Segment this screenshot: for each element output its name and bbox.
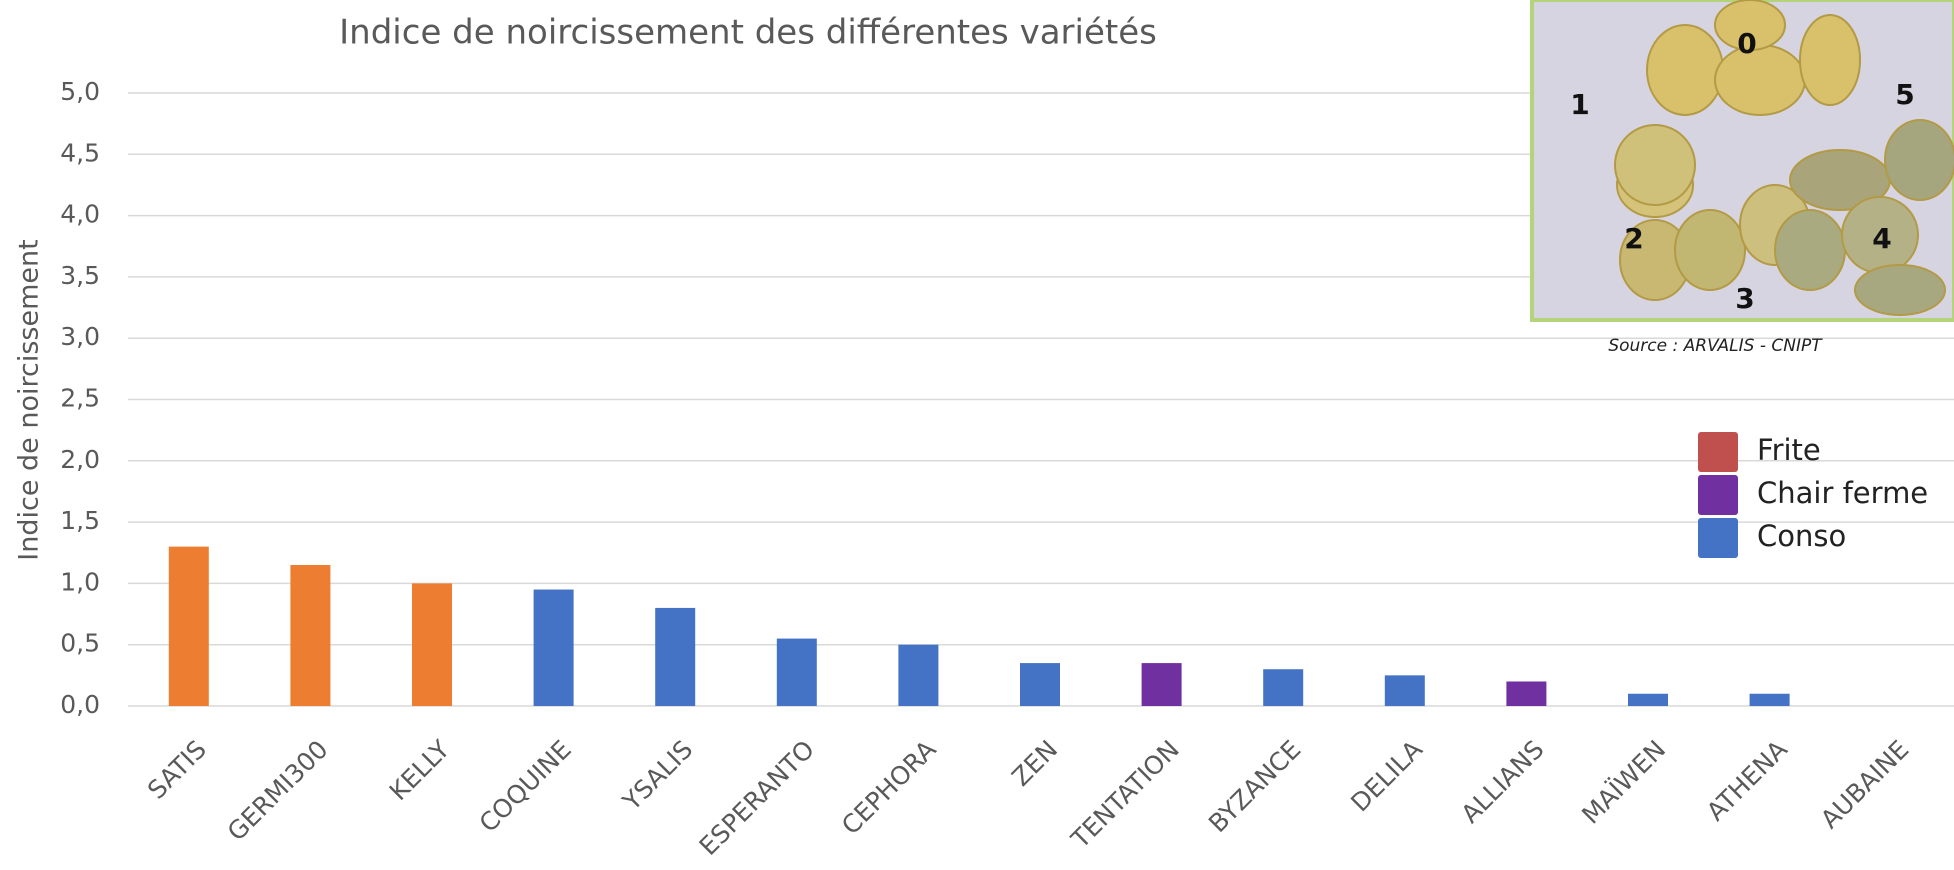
- legend-label: Chair ferme: [1757, 476, 1928, 510]
- x-tick-label: AUBAINE: [1815, 735, 1914, 834]
- x-tick-label: ALLIANS: [1456, 735, 1550, 829]
- x-tick-label: ESPERANTO: [694, 735, 820, 861]
- chart: Indice de noircissement des différentes …: [0, 0, 1954, 870]
- bar: [1385, 675, 1425, 706]
- y-tick-label: 5,0: [60, 77, 100, 106]
- photo-label: 0: [1737, 27, 1756, 60]
- bar: [1142, 663, 1182, 706]
- y-tick-label: 2,0: [60, 445, 100, 474]
- y-tick-label: 4,0: [60, 200, 100, 229]
- legend-swatch: [1698, 432, 1738, 472]
- bar: [290, 565, 330, 706]
- bar: [898, 645, 938, 706]
- y-tick-label: 0,0: [60, 690, 100, 719]
- bar: [1750, 694, 1790, 706]
- bar: [777, 639, 817, 706]
- x-tick-label: GERMI300: [222, 735, 334, 847]
- legend-label: Conso: [1757, 519, 1846, 553]
- x-tick-label: SATIS: [142, 735, 212, 805]
- bar: [1506, 681, 1546, 706]
- y-tick-label: 0,5: [60, 629, 100, 658]
- chart-title: Indice de noircissement des différentes …: [339, 13, 1157, 53]
- photo-label: 3: [1735, 282, 1754, 315]
- bar: [1263, 669, 1303, 706]
- x-tick-label: COQUINE: [474, 735, 577, 838]
- y-tick-label: 1,5: [60, 506, 100, 535]
- y-tick-label: 3,0: [60, 322, 100, 351]
- photo-label: 4: [1872, 222, 1891, 255]
- x-tick-label: MAÏWEN: [1576, 735, 1671, 830]
- x-tick-label: YSALIS: [616, 735, 698, 817]
- legend-label: Frite: [1757, 433, 1821, 467]
- legend-swatch: [1698, 518, 1738, 558]
- photo-source: Source : ARVALIS - CNIPT: [1608, 336, 1823, 356]
- bar: [1628, 694, 1668, 706]
- photo-label: 2: [1624, 222, 1643, 255]
- x-tick-label: DELILA: [1345, 735, 1428, 818]
- y-tick-label: 1,0: [60, 567, 100, 596]
- bar: [412, 583, 452, 706]
- photo-label: 5: [1895, 78, 1914, 111]
- bar: [534, 590, 574, 706]
- y-tick-label: 4,5: [60, 138, 100, 167]
- x-tick-label: KELLY: [384, 734, 456, 806]
- x-tick-label: ATHENA: [1701, 735, 1793, 827]
- y-axis-label: Indice de noircissement: [14, 239, 45, 560]
- x-tick-label: ZEN: [1006, 735, 1063, 792]
- photo-label: 1: [1570, 88, 1589, 121]
- bar: [655, 608, 695, 706]
- x-tick-label: CEPHORA: [836, 735, 942, 841]
- legend-swatch: [1698, 475, 1738, 515]
- y-tick-label: 3,5: [60, 261, 100, 290]
- x-tick-label: TENTATION: [1065, 735, 1185, 855]
- bar: [169, 547, 209, 706]
- bar: [1020, 663, 1060, 706]
- x-tick-label: BYZANCE: [1203, 735, 1306, 838]
- y-tick-label: 2,5: [60, 384, 100, 413]
